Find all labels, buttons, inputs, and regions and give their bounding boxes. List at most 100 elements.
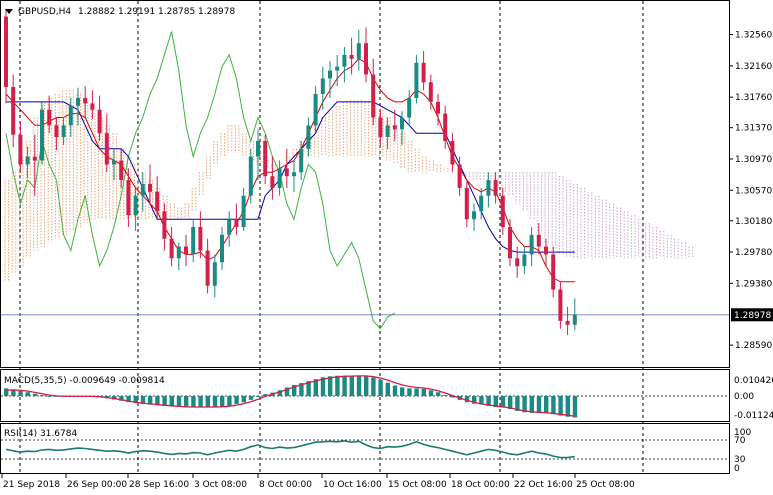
macd-bar-50 — [364, 376, 369, 397]
candle-body-23 — [169, 238, 174, 259]
candle-body-21 — [155, 191, 160, 212]
macd-bar-35 — [256, 396, 261, 397]
price-tick-label-4: 1.30970 — [735, 155, 772, 165]
macd-bar-26 — [191, 396, 196, 408]
macd-bar-29 — [212, 396, 218, 408]
macd-bar-1 — [11, 389, 16, 397]
candle-body-33 — [241, 195, 246, 228]
macd-bar-77 — [558, 396, 563, 416]
candle-body-70 — [508, 227, 512, 259]
time-tick-label-6: 15 Oct 08:00 — [388, 480, 447, 490]
macd-signal-line — [5, 375, 575, 417]
macd-bar-2 — [18, 390, 23, 397]
candle-body-28 — [205, 250, 210, 286]
candle-body-46 — [335, 66, 340, 71]
macd-bar-18 — [133, 396, 138, 404]
candle-body-24 — [176, 246, 181, 259]
macd-bar-67 — [486, 396, 491, 407]
ohlc-high: 1.29191 — [118, 7, 155, 17]
macd-bar-4 — [32, 393, 38, 397]
rsi-panel[interactable] — [0, 423, 730, 474]
macd-bar-27 — [198, 396, 203, 407]
time-tick-label-3: 3 Oct 08:00 — [194, 480, 247, 490]
candle-body-47 — [342, 54, 347, 67]
time-tick-label-4: 8 Oct 00:00 — [259, 480, 312, 490]
candle-body-76 — [551, 254, 556, 290]
macd-bar-3 — [25, 392, 30, 397]
macd-bar-59 — [428, 390, 434, 397]
candle-body-75 — [544, 246, 548, 255]
candle-body-30 — [220, 234, 224, 263]
candle-body-9 — [68, 105, 73, 126]
macd-tick-top: 0.010426 — [734, 376, 773, 386]
macd-bar-56 — [407, 388, 412, 397]
candle-body-65 — [472, 211, 476, 220]
macd-bar-74 — [536, 396, 542, 413]
macd-bar-25 — [184, 396, 189, 408]
candle-body-13 — [97, 109, 102, 134]
macd-bar-51 — [371, 377, 376, 397]
macd-bar-31 — [227, 396, 232, 406]
candle-body-22 — [162, 211, 167, 239]
candle-body-77 — [558, 289, 563, 321]
candle-body-12 — [90, 103, 95, 110]
ohlc-open: 1.28882 — [78, 7, 115, 17]
macd-bar-40 — [292, 384, 297, 397]
candle-body-66 — [479, 195, 484, 212]
candle-body-18 — [133, 195, 138, 216]
macd-bar-36 — [263, 394, 268, 397]
candle-body-56 — [407, 97, 412, 118]
candle-body-37 — [270, 176, 275, 188]
price-tick-label-0: 1.32560 — [735, 31, 772, 41]
macd-tick-zero: 0.00 — [734, 392, 754, 402]
candle-body-59 — [428, 82, 433, 102]
dropdown-arrow-icon[interactable] — [5, 9, 13, 14]
macd-bar-16 — [119, 396, 124, 401]
macd-bar-75 — [544, 396, 549, 414]
candle-body-54 — [392, 125, 397, 130]
ohlc-close: 1.28978 — [198, 7, 235, 17]
candle-body-15 — [112, 160, 116, 165]
candle-body-17 — [126, 180, 131, 216]
rsi-title: RSI(14) 31.6784 — [4, 429, 77, 439]
macd-bar-61 — [443, 395, 448, 397]
candle-body-45 — [328, 70, 332, 79]
candle-body-48 — [349, 54, 354, 59]
candle-body-2 — [18, 134, 23, 165]
macd-bar-28 — [205, 396, 210, 408]
macd-bar-69 — [500, 396, 506, 408]
candle-body-8 — [61, 125, 66, 138]
macd-bar-57 — [414, 388, 419, 397]
candle-body-58 — [421, 62, 426, 83]
macd-bar-49 — [356, 375, 362, 397]
macd-bar-19 — [140, 396, 146, 405]
candle-body-61 — [443, 113, 448, 141]
current-price-label: 1.28978 — [734, 311, 771, 321]
price-tick-label-5: 1.30570 — [735, 186, 772, 196]
candle-body-43 — [313, 94, 318, 126]
macd-bar-44 — [320, 377, 326, 397]
price-tick-label-3: 1.31370 — [735, 124, 772, 134]
macd-bar-24 — [176, 396, 182, 407]
macd-bar-76 — [551, 396, 556, 415]
candle-body-55 — [400, 117, 404, 130]
macd-bar-62 — [450, 396, 455, 398]
candle-body-32 — [234, 219, 239, 228]
macd-bar-32 — [234, 396, 239, 405]
candle-body-6 — [47, 109, 52, 126]
price-axis: 1.32560 1.32160 1.31760 1.31370 1.30970 1.305… — [729, 31, 772, 351]
macd-bar-39 — [284, 387, 290, 397]
rsi-tick-70: 70 — [734, 436, 746, 446]
candle-body-50 — [364, 43, 368, 75]
candle-body-74 — [536, 234, 541, 247]
time-tick-label-8: 22 Oct 16:00 — [514, 480, 573, 490]
price-tick-label-8: 1.29380 — [735, 279, 772, 289]
macd-bar-46 — [335, 375, 340, 397]
macd-tick-bottom: -0.011248 — [734, 411, 773, 421]
macd-bar-45 — [328, 376, 333, 397]
macd-bar-42 — [306, 381, 311, 397]
macd-bar-21 — [155, 396, 160, 406]
candle-body-42 — [306, 125, 311, 149]
macd-bar-6 — [47, 396, 52, 397]
